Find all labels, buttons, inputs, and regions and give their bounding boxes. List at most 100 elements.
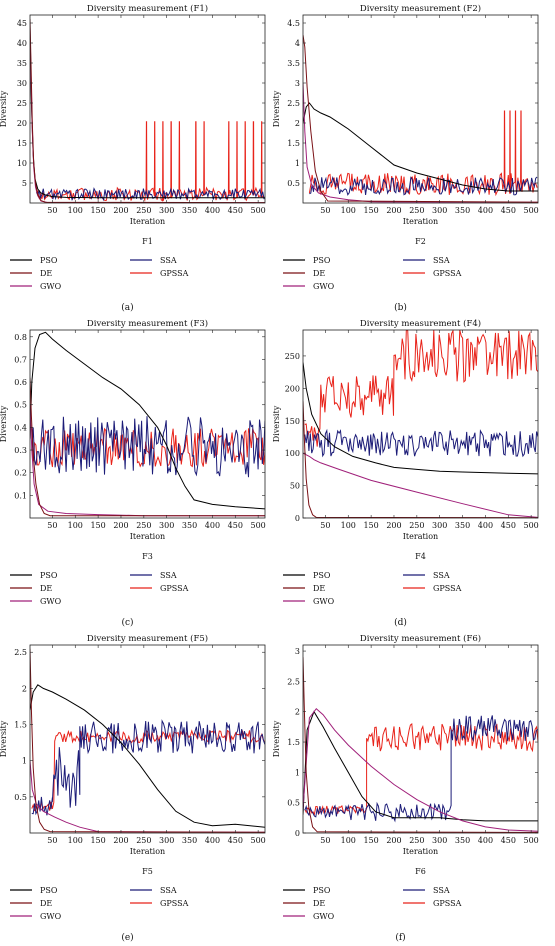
x-tick-label: 400: [205, 836, 220, 845]
y-axis-label: Diversity: [0, 405, 8, 442]
x-tick-label: 50: [47, 836, 57, 845]
legend-label-ssa: SSA: [433, 886, 450, 895]
y-tick-label: 1.5: [287, 139, 300, 148]
series-line-de: [30, 18, 265, 203]
x-tick-label: 450: [228, 521, 243, 530]
x-axis-label: Iteration: [130, 532, 165, 541]
x-tick-label: 100: [68, 836, 83, 845]
x-tick-label: 400: [478, 206, 493, 215]
y-tick-label: 3: [295, 647, 300, 656]
x-tick-label: 300: [159, 206, 174, 215]
x-tick-label: 250: [409, 836, 424, 845]
y-tick-label: 0.4: [14, 423, 27, 432]
legend-label-de: DE: [40, 584, 52, 593]
y-tick-label: 1.5: [14, 721, 27, 730]
y-tick-label: 50: [290, 482, 300, 491]
panel-label: (f): [395, 932, 405, 943]
series-line-pso: [30, 684, 265, 828]
x-tick-label: 100: [341, 836, 356, 845]
x-tick-label: 250: [136, 521, 151, 530]
x-tick-label: 250: [409, 206, 424, 215]
panel-label: (a): [121, 302, 133, 313]
legend: PSO SSA DE GPSSA GWO: [10, 256, 189, 291]
series-line-gpssa: [308, 110, 538, 197]
y-tick-label: 40: [17, 39, 27, 48]
legend-label-de: DE: [313, 584, 325, 593]
x-tick-label: 450: [228, 206, 243, 215]
x-tick-label: 50: [320, 521, 330, 530]
x-tick-label: 450: [228, 836, 243, 845]
chart-title: Diversity measurement (F1): [87, 3, 208, 14]
y-tick-label: 0.2: [14, 469, 27, 478]
x-tick-label: 450: [501, 206, 516, 215]
chart-panel-4: Diversity measurement (F4) 50 100 150 200 250…: [272, 318, 539, 628]
series-line-gpssa: [304, 330, 538, 447]
x-tick-label: 450: [501, 521, 516, 530]
x-tick-label: 350: [182, 836, 197, 845]
chart-title: Diversity measurement (F6): [360, 633, 481, 644]
x-tick-label: 350: [182, 206, 197, 215]
y-tick-label: 0.5: [14, 793, 27, 802]
y-tick-label: 45: [17, 19, 27, 28]
chart-caption: F1: [142, 237, 153, 246]
chart-title: Diversity measurement (F4): [360, 318, 481, 329]
x-axis-label: Iteration: [403, 532, 438, 541]
x-tick-label: 500: [251, 521, 266, 530]
y-tick-label: 4.5: [287, 19, 300, 28]
chart-caption: F4: [415, 552, 426, 561]
x-tick-label: 50: [320, 836, 330, 845]
legend: PSO SSA DE GPSSA GWO: [283, 256, 462, 291]
series-line-gpssa: [36, 121, 265, 202]
y-axis-label: Diversity: [272, 720, 281, 757]
series-line-pso: [30, 331, 265, 510]
series-line-ssa: [309, 176, 538, 196]
x-tick-label: 300: [432, 206, 447, 215]
series-line-gwo: [30, 26, 265, 203]
x-tick-label: 50: [320, 206, 330, 215]
y-tick-label: 0.5: [14, 401, 27, 410]
x-tick-label: 400: [205, 521, 220, 530]
chart-title: Diversity measurement (F2): [360, 3, 481, 14]
x-tick-label: 50: [47, 521, 57, 530]
legend-label-gwo: GWO: [40, 912, 62, 921]
y-tick-label: 2: [295, 119, 300, 128]
y-axis-label: Diversity: [0, 720, 8, 757]
legend-label-gpssa: GPSSA: [433, 584, 462, 593]
legend-label-pso: PSO: [40, 571, 58, 580]
x-axis-label: Iteration: [403, 847, 438, 856]
x-tick-label: 350: [455, 836, 470, 845]
y-tick-label: 0.6: [14, 378, 27, 387]
chart-panel-2: Diversity measurement (F2)50 100 150 200 250…: [272, 3, 539, 313]
x-tick-label: 200: [386, 521, 401, 530]
x-tick-label: 500: [524, 206, 539, 215]
legend-label-pso: PSO: [313, 886, 331, 895]
series-line-gwo: [30, 760, 265, 833]
panel-label: (c): [121, 617, 133, 628]
y-tick-label: 25: [17, 99, 27, 108]
legend-label-gwo: GWO: [40, 597, 62, 606]
legend-label-gpssa: GPSSA: [160, 584, 189, 593]
y-tick-label: 0: [295, 829, 300, 838]
legend-label-de: DE: [313, 899, 325, 908]
y-tick-label: 20: [17, 119, 27, 128]
legend-label-de: DE: [40, 899, 52, 908]
series-line-pso: [303, 710, 538, 822]
x-tick-label: 500: [251, 206, 266, 215]
legend-label-ssa: SSA: [433, 256, 450, 265]
series-line-ssa: [31, 416, 265, 478]
legend-label-de: DE: [40, 269, 52, 278]
y-tick-label: 3: [295, 79, 300, 88]
y-tick-label: 3.5: [287, 59, 300, 68]
x-axis-label: Iteration: [403, 217, 438, 226]
x-tick-label: 200: [113, 836, 128, 845]
y-tick-label: 2: [295, 708, 300, 717]
x-tick-label: 400: [478, 521, 493, 530]
x-tick-label: 250: [136, 206, 151, 215]
chart-panel-1: Diversity measurement (F1) 50 100 150 200 250…: [0, 3, 266, 313]
legend-label-pso: PSO: [40, 886, 58, 895]
y-tick-label: 4: [295, 39, 300, 48]
y-tick-label: 0.5: [287, 179, 300, 188]
legend-label-pso: PSO: [40, 256, 58, 265]
y-tick-label: 1: [22, 757, 27, 766]
